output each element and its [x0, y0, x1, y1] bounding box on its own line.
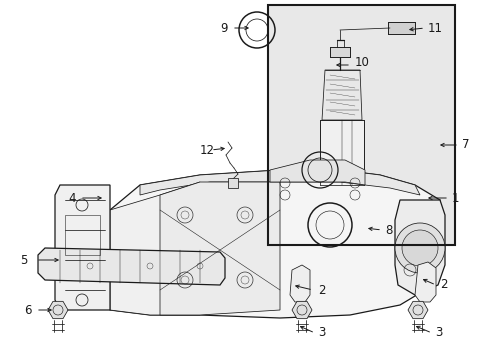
Text: 3: 3 — [317, 327, 325, 339]
Text: 2: 2 — [439, 279, 447, 292]
Polygon shape — [387, 22, 414, 34]
Text: 5: 5 — [20, 253, 27, 266]
Polygon shape — [110, 170, 439, 318]
Text: 1: 1 — [451, 192, 459, 204]
Polygon shape — [329, 47, 349, 57]
Text: 10: 10 — [354, 55, 369, 68]
Text: 6: 6 — [24, 303, 31, 316]
Text: 2: 2 — [317, 284, 325, 297]
Text: 9: 9 — [220, 22, 227, 35]
Text: 12: 12 — [200, 144, 215, 157]
Text: 11: 11 — [427, 22, 442, 35]
Circle shape — [394, 223, 444, 273]
Text: 3: 3 — [434, 327, 442, 339]
Polygon shape — [414, 262, 435, 302]
Polygon shape — [110, 182, 200, 315]
Polygon shape — [319, 120, 363, 185]
Text: 4: 4 — [68, 192, 75, 204]
Bar — [267, 5, 454, 245]
Circle shape — [401, 230, 437, 266]
Text: 7: 7 — [461, 139, 468, 152]
Polygon shape — [140, 170, 419, 195]
Bar — [267, 5, 454, 245]
Polygon shape — [407, 301, 427, 319]
Polygon shape — [289, 265, 309, 302]
Polygon shape — [291, 301, 311, 319]
Polygon shape — [394, 200, 444, 295]
Text: 8: 8 — [384, 224, 391, 237]
Polygon shape — [269, 160, 364, 185]
Polygon shape — [48, 301, 68, 319]
Polygon shape — [227, 178, 238, 188]
Polygon shape — [160, 182, 280, 315]
Polygon shape — [321, 70, 361, 120]
Polygon shape — [38, 248, 224, 285]
Polygon shape — [55, 185, 110, 310]
